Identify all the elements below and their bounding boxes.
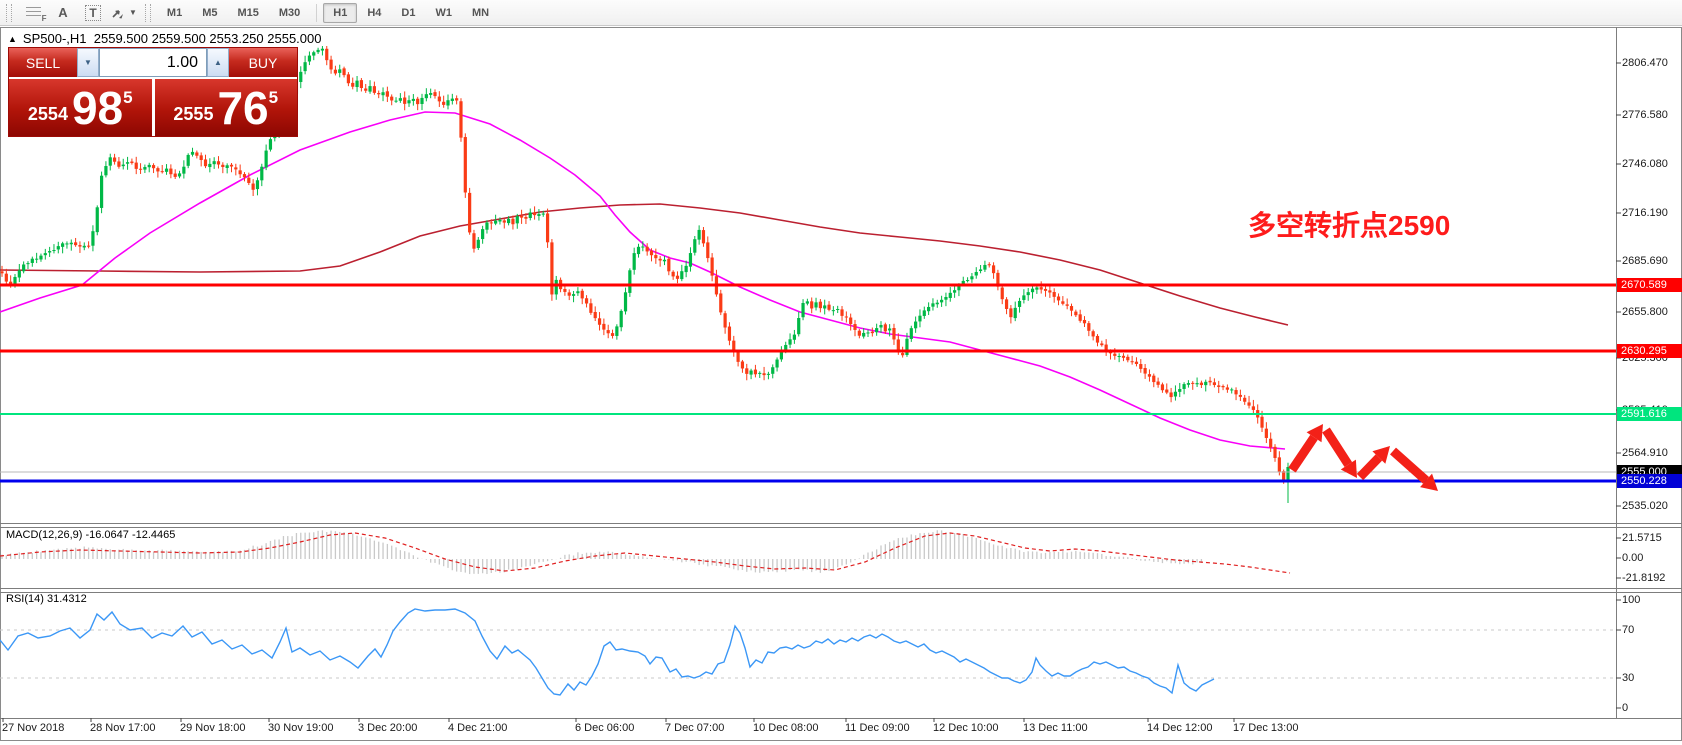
toolbar: F A T ▼ M1 M5 M15 M30 H1 H4 D1 W1 MN — [0, 0, 1682, 26]
price-axis-label: 2776.580 — [1622, 109, 1668, 121]
price-axis-label: 2535.020 — [1622, 500, 1668, 512]
time-axis-label: 28 Nov 17:00 — [90, 722, 156, 734]
volume-down-button[interactable]: ▼ — [77, 48, 99, 77]
toolbar-grip[interactable] — [6, 3, 12, 22]
time-axis-label: 12 Dec 10:00 — [933, 722, 999, 734]
price-axis-label: 2746.080 — [1622, 158, 1668, 170]
arrows-icon — [112, 9, 123, 18]
macd-axis-label: 0.00 — [1622, 552, 1644, 564]
volume-input[interactable]: 1.00 — [99, 48, 207, 77]
price-axis-label: 2716.190 — [1622, 207, 1668, 219]
tf-button-M30[interactable]: M30 — [278, 6, 301, 19]
tf-button-H4[interactable]: H4 — [367, 6, 382, 19]
rsi-label: RSI(14) 31.4312 — [6, 593, 87, 605]
price-axis-label: 2685.690 — [1622, 255, 1668, 267]
drawn-arrows[interactable] — [1288, 424, 1438, 491]
tf-button-D1[interactable]: D1 — [401, 6, 416, 19]
symbol-name: SP500-,H1 — [22, 31, 87, 46]
volume-up-button[interactable]: ▲ — [207, 48, 229, 77]
collapse-triangle-icon[interactable]: ▲ — [8, 34, 17, 44]
text-a-icon: A — [58, 5, 68, 20]
chart-text-annotation[interactable]: 多空转折点2590 — [1248, 210, 1451, 241]
tf-button-M15[interactable]: M15 — [237, 6, 259, 19]
moving-averages — [0, 111, 1289, 450]
sell-price-big: 98 — [71, 81, 124, 134]
time-axis-label: 6 Dec 06:00 — [575, 722, 635, 734]
time-axis-label: 17 Dec 13:00 — [1233, 722, 1299, 734]
time-axis-label: 30 Nov 19:00 — [268, 722, 334, 734]
line-price-tag: 2630.295 — [1617, 344, 1682, 358]
candlestick-series — [0, 46, 1290, 503]
macd-label: MACD(12,26,9) -16.0647 -12.4465 — [6, 529, 176, 541]
rsi-line — [0, 608, 1215, 696]
text-tool-button[interactable]: A — [50, 2, 76, 24]
time-axis-label: 27 Nov 2018 — [2, 722, 65, 734]
toolbar-grip[interactable] — [144, 3, 151, 22]
time-axis-label: 14 Dec 12:00 — [1147, 722, 1213, 734]
time-axis-label: 29 Nov 18:00 — [180, 722, 246, 734]
price-axis-label: 2655.800 — [1622, 306, 1668, 318]
rsi-axis-label: 70 — [1622, 624, 1635, 636]
sell-button[interactable]: SELL — [9, 48, 77, 77]
horizontal-level-lines[interactable] — [0, 283, 1616, 483]
sell-price-box[interactable]: 2554 98 5 — [9, 79, 152, 136]
time-axis-label: 11 Dec 09:00 — [845, 722, 910, 734]
sell-price-prefix: 2554 — [27, 104, 68, 124]
arrows-tool-button[interactable]: ▼ — [110, 2, 137, 24]
fibonacci-tool-button[interactable]: F — [20, 2, 47, 24]
line-price-tag: 2550.228 — [1617, 474, 1682, 488]
chevron-down-icon: ▼ — [129, 8, 137, 17]
time-axis-label: 4 Dec 21:00 — [448, 722, 508, 734]
label-tool-button[interactable]: T — [80, 2, 106, 24]
price-axis-label: 2564.910 — [1622, 447, 1668, 459]
time-axis-label: 13 Dec 11:00 — [1023, 722, 1088, 734]
tf-button-MN[interactable]: MN — [471, 6, 490, 19]
tf-button-M1[interactable]: M1 — [166, 6, 183, 19]
buy-price-prefix: 2555 — [173, 104, 214, 124]
rsi-axis-label: 30 — [1622, 672, 1635, 684]
time-axis-label: 7 Dec 07:00 — [665, 722, 725, 734]
buy-button[interactable]: BUY — [229, 48, 297, 77]
macd-indicator — [0, 530, 1291, 575]
timeframe-group: M1 M5 M15 M30 H1 H4 D1 W1 MN — [157, 2, 499, 23]
line-price-tag: 2591.616 — [1617, 407, 1682, 421]
text-label-icon: T — [85, 4, 101, 21]
fibonacci-grid-icon: F — [25, 6, 47, 23]
buy-price-sup: 5 — [268, 87, 279, 107]
buy-price-box[interactable]: 2555 76 5 — [154, 79, 297, 136]
sell-price-sup: 5 — [123, 87, 133, 107]
line-price-tag: 2670.589 — [1617, 278, 1682, 292]
time-axis-label: 10 Dec 08:00 — [753, 722, 819, 734]
time-axis-label: 3 Dec 20:00 — [358, 722, 418, 734]
rsi-axis-label: 100 — [1622, 594, 1641, 606]
buy-price-big: 76 — [217, 81, 269, 134]
ohlc-readout: 2559.500 2559.500 2553.250 2555.000 — [93, 31, 322, 46]
one-click-trade-panel: SELL ▼ 1.00 ▲ BUY 2554 98 5 2555 76 5 — [8, 47, 298, 137]
tf-button-M5[interactable]: M5 — [202, 6, 218, 19]
price-axis-label: 2806.470 — [1622, 57, 1668, 69]
macd-axis-label: 21.5715 — [1622, 532, 1662, 544]
rsi-axis-label: 0 — [1622, 702, 1629, 714]
tf-button-H1[interactable]: H1 — [323, 2, 358, 23]
tf-button-W1[interactable]: W1 — [435, 6, 452, 19]
chart-title: ▲ SP500-,H1 2559.500 2559.500 2553.250 25… — [8, 31, 321, 46]
macd-axis-label: -21.8192 — [1622, 572, 1666, 584]
